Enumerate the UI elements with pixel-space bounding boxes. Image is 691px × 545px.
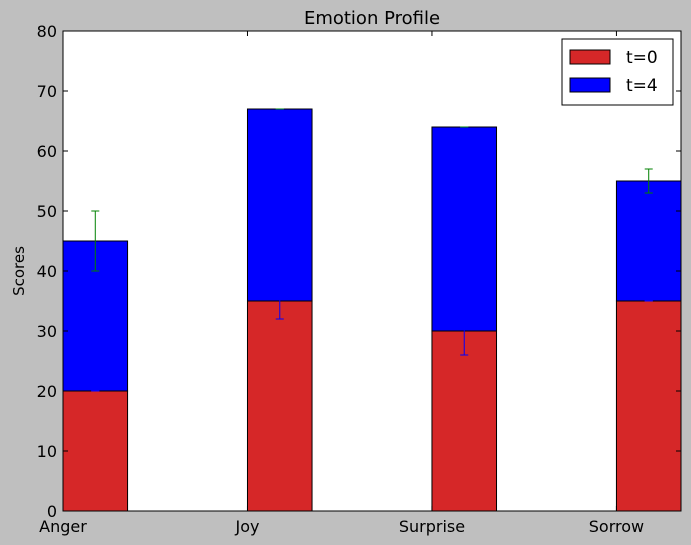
bar-anger-series-1 — [62, 390, 129, 512]
y-axis-ticks: 0 10 20 30 40 50 60 70 80 — [37, 22, 681, 521]
x-tick-label: Joy — [234, 517, 259, 536]
x-tick-label: Sorrow — [589, 517, 644, 536]
bar-surprise-series-1 — [431, 330, 498, 512]
legend-swatch — [569, 77, 611, 93]
x-tick-label: Surprise — [399, 517, 465, 536]
bar-surprise-series-2 — [431, 126, 498, 332]
legend-swatch — [569, 49, 611, 65]
bars-layer — [62, 108, 682, 512]
error-bars-layer — [91, 108, 653, 392]
y-tick-label: 40 — [37, 262, 57, 281]
error-bar-joy-series-1 — [275, 282, 284, 320]
y-tick-label: 60 — [37, 142, 57, 161]
error-bar-anger-series-2 — [91, 210, 100, 272]
error-bar-surprise-series-1 — [460, 306, 469, 356]
y-tick-label: 30 — [37, 322, 57, 341]
y-tick-label: 10 — [37, 442, 57, 461]
error-bar-sorrow-series-2 — [644, 168, 653, 194]
bar-sorrow-series-1 — [615, 300, 682, 512]
y-tick-label: 70 — [37, 82, 57, 101]
y-tick-label: 0 — [47, 502, 57, 521]
y-axis-label: Scores — [10, 246, 28, 296]
bar-joy-series-2 — [246, 108, 313, 302]
x-axis-ticks: Anger Joy Surprise Sorrow — [39, 31, 644, 536]
chart-title: Emotion Profile — [304, 8, 440, 29]
x-tick-label: Anger — [39, 517, 87, 536]
legend-label: t=4 — [626, 76, 658, 96]
plot-background — [63, 31, 681, 511]
y-tick-label: 20 — [37, 382, 57, 401]
y-tick-label: 50 — [37, 202, 57, 221]
legend-label: t=0 — [626, 48, 658, 68]
legend: t=0t=4 — [561, 38, 674, 106]
y-tick-label: 80 — [37, 22, 57, 41]
bar-sorrow-series-2 — [615, 180, 682, 302]
bar-joy-series-1 — [246, 300, 313, 512]
